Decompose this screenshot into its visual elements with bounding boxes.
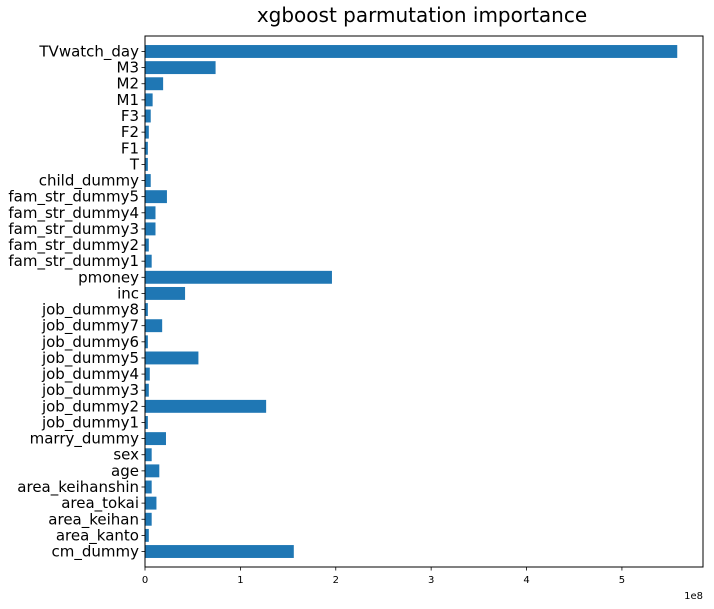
y-tick-label: M2 xyxy=(117,75,140,93)
y-tick-label: F2 xyxy=(121,123,139,141)
bar-area_keihan xyxy=(145,512,152,526)
x-tick-label: 5 xyxy=(619,575,625,586)
y-tick-label: marry_dummy xyxy=(30,430,140,449)
bar-F3 xyxy=(145,109,151,123)
bar-fam_str_dummy1 xyxy=(145,254,152,268)
bar-pmoney xyxy=(145,270,332,284)
y-tick-label: pmoney xyxy=(78,268,139,286)
y-tick-label: job_dummy4 xyxy=(41,365,139,384)
bar-age xyxy=(145,464,160,478)
bar-child_dummy xyxy=(145,174,151,187)
y-tick-label: cm_dummy xyxy=(52,543,140,562)
y-tick-label: job_dummy8 xyxy=(41,301,139,320)
bar-sex xyxy=(145,448,152,462)
bar-fam_str_dummy5 xyxy=(145,190,167,204)
y-tick-label: job_dummy1 xyxy=(41,413,139,432)
y-tick-label: child_dummy xyxy=(39,172,139,191)
y-tick-label: job_dummy7 xyxy=(41,317,139,336)
x-tick-label: 3 xyxy=(428,575,434,586)
y-tick-label: TVwatch_day xyxy=(38,42,139,61)
bar-fam_str_dummy4 xyxy=(145,206,156,220)
y-tick-label: fam_str_dummy4 xyxy=(8,204,139,223)
y-tick-label: fam_str_dummy3 xyxy=(8,220,139,239)
y-tick-label: area_kanto xyxy=(56,526,139,545)
y-tick-label: fam_str_dummy5 xyxy=(8,188,139,207)
y-tick-label: job_dummy2 xyxy=(41,397,139,416)
y-tick-label: M3 xyxy=(117,59,140,77)
y-tick-label: F1 xyxy=(121,139,139,157)
category-labels: TVwatch_dayM3M2M1F3F2F1Tchild_dummyfam_s… xyxy=(8,42,145,562)
x-axis-offset-label: 1e8 xyxy=(684,591,703,602)
bar-M2 xyxy=(145,77,164,91)
bar-fam_str_dummy2 xyxy=(145,238,149,252)
bar-area_tokai xyxy=(145,496,157,510)
plot-frame xyxy=(144,35,704,568)
y-tick-label: T xyxy=(129,155,140,173)
y-tick-label: job_dummy6 xyxy=(41,333,139,352)
y-tick-label: job_dummy3 xyxy=(41,381,139,400)
x-tick-label: 4 xyxy=(523,575,529,586)
bar-TVwatch_day xyxy=(145,45,678,58)
bar-job_dummy8 xyxy=(145,303,148,317)
bars-group xyxy=(145,45,678,558)
y-tick-label: area_keihanshin xyxy=(17,478,139,497)
bar-T xyxy=(145,157,148,171)
x-tick-label: 1 xyxy=(237,575,243,586)
y-tick-label: F3 xyxy=(121,107,139,125)
bar-job_dummy1 xyxy=(145,416,148,429)
y-tick-label: M1 xyxy=(117,91,140,109)
bar-F2 xyxy=(145,125,149,139)
y-tick-label: area_keihan xyxy=(48,510,139,529)
bar-area_kanto xyxy=(145,528,149,542)
bar-fam_str_dummy3 xyxy=(145,222,156,236)
y-tick-label: area_tokai xyxy=(61,494,139,513)
chart-title: xgboost parmutation importance xyxy=(257,3,587,27)
bar-inc xyxy=(145,286,186,300)
bar-marry_dummy xyxy=(145,432,166,446)
bar-M1 xyxy=(145,93,153,107)
bar-cm_dummy xyxy=(145,545,294,558)
bar-area_keihanshin xyxy=(145,480,152,494)
y-tick-label: inc xyxy=(117,284,139,302)
y-tick-label: fam_str_dummy2 xyxy=(8,236,139,255)
bar-job_dummy6 xyxy=(145,335,148,349)
y-tick-label: sex xyxy=(113,446,139,464)
x-tick-label: 2 xyxy=(333,575,339,586)
bar-F1 xyxy=(145,141,148,155)
x-tick-label: 0 xyxy=(142,575,148,586)
y-tick-label: job_dummy5 xyxy=(41,349,139,368)
x-axis-ticks: 0 1 2 3 4 5 xyxy=(142,567,625,586)
y-tick-label: fam_str_dummy1 xyxy=(8,252,139,271)
bar-M3 xyxy=(145,61,216,75)
bar-job_dummy3 xyxy=(145,383,149,397)
bar-job_dummy2 xyxy=(145,399,267,413)
y-tick-label: age xyxy=(111,462,139,480)
bar-job_dummy4 xyxy=(145,367,150,381)
bar-job_dummy7 xyxy=(145,319,163,333)
bar-job_dummy5 xyxy=(145,351,199,365)
